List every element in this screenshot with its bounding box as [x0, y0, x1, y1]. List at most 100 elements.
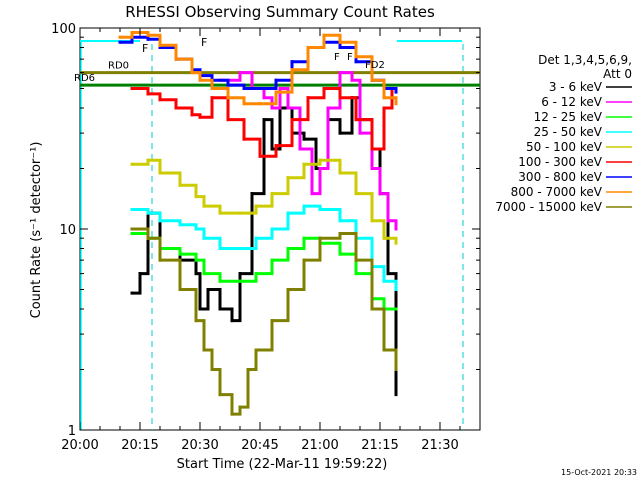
data-point-3-6-kev: [138, 272, 142, 276]
data-point-100-300-kev: [146, 92, 150, 96]
legend-label: 3 - 6 keV: [549, 80, 603, 94]
data-point-800-7000-kev: [370, 78, 374, 82]
series-line-25-50-kev: [132, 204, 398, 290]
data-point-6-12-kev: [310, 192, 314, 196]
flag-bar-label-rd0: RD0: [108, 61, 129, 72]
data-point-50-100-kev: [370, 219, 374, 223]
data-point-100-300-kev: [354, 118, 358, 122]
x-tick-label: 20:45: [241, 438, 278, 453]
data-point-12-25-kev: [218, 279, 222, 283]
series-line-50-100-kev: [132, 158, 398, 244]
data-point-12-25-kev: [238, 279, 242, 283]
data-point-3-6-kev: [238, 272, 242, 276]
data-point-12-25-kev: [194, 258, 198, 262]
data-point-800-7000-kev: [258, 102, 262, 106]
legend-entry-300-800-kev: 300 - 800 keV: [518, 170, 632, 184]
x-tick-label: 21:15: [361, 438, 398, 453]
data-point-12-25-kev: [354, 272, 358, 276]
data-point-100-300-kev: [274, 144, 278, 148]
flag-label-f-4: F: [347, 52, 353, 63]
data-point-25-50-kev: [270, 227, 274, 231]
data-point-100-300-kev: [242, 137, 246, 141]
series-800-7000-kev: [118, 30, 398, 106]
x-tick-label: 20:30: [181, 438, 218, 453]
data-point-3-6-kev: [270, 147, 274, 151]
flag-label-f-3: F: [334, 52, 340, 63]
data-point-6-12-kev: [378, 192, 382, 196]
data-point-800-7000-kev: [290, 68, 294, 72]
data-point-800-7000-kev: [242, 102, 246, 106]
data-point-7000-15000-kev: [254, 348, 258, 352]
data-point-300-800-kev: [258, 87, 262, 91]
data-point-300-800-kev: [226, 83, 230, 87]
data-point-12-25-kev: [254, 272, 258, 276]
y-tick-label: 10: [59, 223, 76, 238]
data-point-100-300-kev: [190, 113, 194, 117]
legend-label: 12 - 25 keV: [534, 110, 603, 124]
data-point-3-6-kev: [194, 272, 198, 276]
x-tick-label: 21:00: [301, 438, 338, 453]
data-point-100-300-kev: [258, 154, 262, 158]
data-point-100-300-kev: [174, 106, 178, 110]
data-point-12-25-kev: [178, 252, 182, 256]
data-point-25-50-kev: [286, 211, 290, 215]
legend-label: 6 - 12 keV: [541, 95, 603, 109]
data-point-800-7000-kev: [338, 40, 342, 44]
series-line-12-25-kev: [132, 232, 396, 311]
data-point-50-100-kev: [286, 176, 290, 180]
data-point-6-12-kev: [270, 106, 274, 110]
data-point-50-100-kev: [270, 192, 274, 196]
data-point-50-100-kev: [158, 171, 162, 175]
data-point-6-12-kev: [386, 219, 390, 223]
data-point-6-12-kev: [394, 227, 398, 231]
data-point-7000-15000-kev: [270, 319, 274, 323]
data-point-300-800-kev: [242, 87, 246, 91]
data-point-50-100-kev: [302, 162, 306, 166]
legend-entry-3-6-kev: 3 - 6 keV: [549, 80, 632, 94]
data-point-300-800-kev: [338, 45, 342, 49]
data-point-6-12-kev: [358, 131, 362, 135]
legend-entry-800-7000-kev: 800 - 7000 keV: [511, 185, 632, 199]
data-point-25-50-kev: [146, 211, 150, 215]
data-point-800-7000-kev: [210, 87, 214, 91]
data-point-50-100-kev: [146, 158, 150, 162]
data-point-3-6-kev: [198, 307, 202, 311]
legend-label: 300 - 800 keV: [518, 170, 602, 184]
data-point-800-7000-kev: [382, 96, 386, 100]
data-point-7000-15000-kev: [338, 231, 342, 235]
series-layer: [118, 30, 398, 416]
data-point-25-50-kev: [254, 236, 258, 240]
legend-label: 7000 - 15000 keV: [495, 200, 602, 214]
data-point-50-100-kev: [354, 192, 358, 196]
data-point-7000-15000-kev: [354, 258, 358, 262]
data-point-25-50-kev: [238, 246, 242, 250]
data-point-7000-15000-kev: [202, 348, 206, 352]
data-point-12-25-kev: [286, 246, 290, 250]
data-point-25-50-kev: [158, 219, 162, 223]
data-point-100-300-kev: [130, 87, 134, 91]
data-point-800-7000-kev: [158, 43, 162, 47]
data-point-3-6-kev: [394, 393, 398, 397]
data-point-100-300-kev: [370, 147, 374, 151]
data-point-6-12-kev: [286, 106, 290, 110]
y-axis-ticks: 1 10 100: [51, 22, 480, 439]
data-point-3-6-kev: [206, 288, 210, 292]
data-point-7000-15000-kev: [218, 393, 222, 397]
data-point-100-300-kev: [322, 87, 326, 91]
data-point-7000-15000-kev: [194, 319, 198, 323]
series-50-100-kev: [130, 158, 398, 245]
data-point-12-25-kev: [270, 258, 274, 262]
data-point-12-25-kev: [394, 307, 398, 311]
data-point-800-7000-kev: [146, 33, 150, 37]
data-point-100-300-kev: [226, 118, 230, 122]
data-point-100-300-kev: [338, 96, 342, 100]
data-point-7000-15000-kev: [210, 367, 214, 371]
data-point-50-100-kev: [178, 183, 182, 187]
data-point-7000-15000-kev: [286, 288, 290, 292]
data-point-7000-15000-kev: [370, 307, 374, 311]
data-point-25-50-kev: [202, 236, 206, 240]
legend-entry-7000-15000-kev: 7000 - 15000 keV: [495, 200, 632, 214]
series-line-100-300-kev: [132, 87, 396, 158]
data-point-800-7000-kev: [274, 90, 278, 94]
data-point-100-300-kev: [198, 115, 202, 119]
